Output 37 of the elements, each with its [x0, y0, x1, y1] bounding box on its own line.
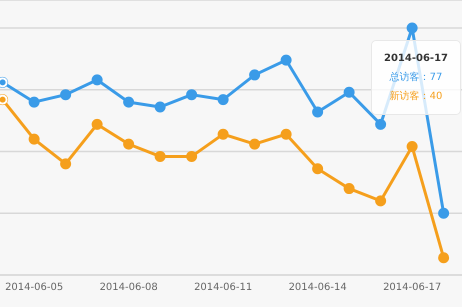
annotation: 新访客：40 [388, 90, 444, 104]
point [375, 118, 386, 130]
point [186, 150, 198, 162]
x-tick-label: 2014-06-05 [5, 282, 64, 294]
point [60, 158, 72, 170]
x-tick-label: 2014-06-08 [100, 282, 158, 294]
point [60, 89, 72, 100]
point [438, 252, 450, 264]
point [249, 138, 260, 150]
x-tick-label: 2014-06-17 [383, 282, 442, 294]
point [312, 163, 324, 174]
point [218, 128, 229, 140]
point [344, 183, 355, 194]
x-tick-label: 2014-06-11 [194, 282, 252, 294]
point [154, 102, 166, 113]
point [218, 94, 229, 106]
point [92, 118, 103, 130]
point [154, 150, 166, 162]
x-tick-label: 2014-06-14 [288, 282, 347, 294]
point [92, 74, 103, 86]
point [280, 128, 292, 140]
point [438, 208, 450, 219]
point [312, 106, 324, 118]
point [406, 141, 418, 152]
point [123, 138, 134, 150]
point [375, 195, 386, 206]
point [186, 89, 198, 100]
tooltip-box: 2014-06-17 总访客：77 新访客：40 [371, 40, 461, 115]
point [344, 86, 355, 98]
point [123, 96, 134, 108]
point [28, 96, 40, 108]
point [28, 134, 40, 145]
point [280, 54, 292, 66]
point [249, 69, 260, 80]
point [406, 22, 418, 34]
annotation: 总访客：77 [388, 70, 444, 85]
annotation: 2014-06-17 [383, 52, 449, 66]
